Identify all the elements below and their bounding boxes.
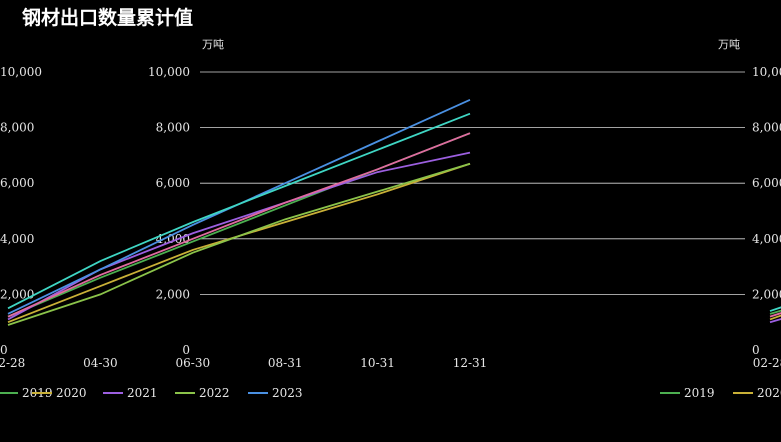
x-tick-label: 04-30 xyxy=(83,356,118,370)
chart-panel-main: 0 2,000 4,000 6,000 8,000 10,000 0 2,000 4,000 6… xyxy=(0,38,745,400)
y-tick-label: 6,000 xyxy=(156,176,190,190)
chart-title: 钢材出口数量累计值 xyxy=(22,6,193,29)
y-tick-label: 4,000 xyxy=(0,232,34,246)
legend-item-2023: 2023 xyxy=(272,386,303,400)
x-tick-label: 06-30 xyxy=(176,356,211,370)
y-tick-label: 0 xyxy=(752,343,760,357)
y-tick-label: 10,000 xyxy=(752,65,781,79)
y-tick-label: 2,000 xyxy=(0,287,34,301)
legend-item-2019: 2019 xyxy=(684,386,715,400)
y-tick-label: 8,000 xyxy=(0,121,34,135)
y-tick-label: 6,000 xyxy=(752,176,781,190)
y-tick-label: 10,000 xyxy=(0,65,42,79)
legend-item-2021: 2021 xyxy=(127,386,158,400)
series-line-unnamed-5 xyxy=(7,112,471,310)
y-tick-label: 10,000 xyxy=(148,65,190,79)
legend: 2019 2020 2021 2022 2023 xyxy=(0,386,303,400)
legend: 2019 2020 xyxy=(660,386,781,400)
y-axis-left-ticks: 0 2,000 4,000 6,000 8,000 10,000 xyxy=(0,65,42,357)
series-lines xyxy=(7,98,471,326)
x-tick-label: 08-31 xyxy=(268,356,303,370)
series-line-2022 xyxy=(7,162,471,326)
y-axis-unit: 万吨 xyxy=(718,38,740,51)
x-tick-label: 02-28 xyxy=(0,356,25,370)
y-tick-label: 2,000 xyxy=(156,287,190,301)
x-tick-label: 12-31 xyxy=(453,356,488,370)
y-tick-label: 0 xyxy=(0,343,8,357)
y-tick-label: 4,000 xyxy=(752,232,781,246)
legend-item-2022: 2022 xyxy=(199,386,230,400)
y-axis-ticks: 0 2,000 4,000 6,000 8,000 10,000 xyxy=(752,65,781,357)
y-tick-label: 0 xyxy=(182,343,190,357)
y-tick-label: 6,000 xyxy=(0,176,34,190)
y-tick-label: 2,000 xyxy=(752,287,781,301)
x-tick-label: 10-31 xyxy=(360,356,395,370)
legend-item-2020: 2020 xyxy=(757,386,781,400)
x-axis-ticks: 02-28 xyxy=(753,356,781,370)
legend-item-2020: 2020 xyxy=(56,386,87,400)
x-tick-label: 02-28 xyxy=(753,356,781,370)
x-axis-ticks: 02-28 04-30 06-30 08-31 10-31 12-31 xyxy=(0,356,487,370)
y-axis-unit: 万吨 xyxy=(202,38,224,51)
y-tick-label: 8,000 xyxy=(752,121,781,135)
y-tick-label: 8,000 xyxy=(156,121,190,135)
series-line-unnamed-6 xyxy=(7,132,471,318)
